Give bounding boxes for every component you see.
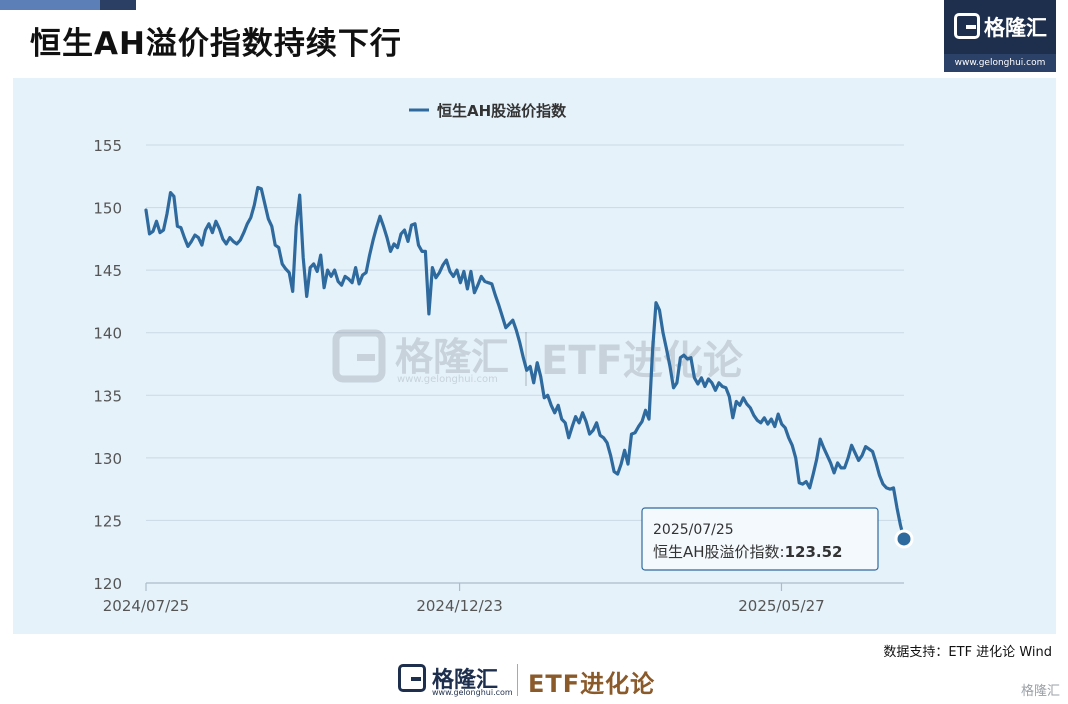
x-tick-label: 2024/12/23: [416, 597, 502, 615]
footer-partner: ETF进化论: [528, 670, 656, 698]
tooltip-label: 恒生AH股溢价指数:123.52: [653, 543, 843, 561]
header-logo-url: www.gelonghui.com: [944, 54, 1056, 72]
x-tick-label: 2024/07/25: [103, 597, 189, 615]
y-tick-label: 150: [93, 200, 122, 218]
footer-logo-name: 格隆汇: [432, 668, 499, 693]
y-tick-label: 130: [93, 450, 122, 468]
tooltip-series-name: 恒生AH股溢价指数:: [653, 543, 785, 561]
footer-logo-icon: [398, 664, 426, 692]
series-line-ah-premium: [144, 185, 906, 541]
header-logo-name: 格隆汇: [984, 16, 1047, 40]
watermark-logo-url: www.gelonghui.com: [397, 374, 498, 385]
top-accent-bar-light: [0, 0, 100, 10]
line-chart: 格隆汇 www.gelonghui.com ETF进化论 120 125 130 13…: [93, 102, 914, 615]
data-source: 数据支持：ETF 进化论 Wind: [883, 645, 1052, 660]
corner-watermark: 格隆汇: [1020, 684, 1060, 699]
y-tick-label: 120: [93, 575, 122, 593]
x-tick-label: 2025/05/27: [738, 597, 824, 615]
axes: 120 125 130 135 140 145 150 155 2024/07/25 2024/1…: [93, 137, 904, 615]
y-tick-label: 155: [93, 137, 122, 155]
header-logo: 格隆汇 www.gelonghui.com: [944, 0, 1056, 72]
watermark-logo-icon: [332, 329, 386, 383]
tooltip: 2025/07/25 恒生AH股溢价指数:123.52: [641, 507, 879, 571]
watermark-logo-name: 格隆汇: [395, 335, 509, 379]
chart-watermark: 格隆汇 www.gelonghui.com ETF进化论: [332, 329, 744, 386]
legend-label: 恒生AH股溢价指数: [437, 102, 567, 120]
page-title: 恒生AH溢价指数持续下行: [30, 26, 402, 62]
chart-panel: 格隆汇 www.gelonghui.com ETF进化论 120 125 130 13…: [13, 78, 1056, 634]
y-tick-label: 140: [93, 325, 122, 343]
gelonghui-logo-icon: [954, 13, 980, 39]
watermark-separator: [525, 332, 527, 386]
footer-separator: [517, 664, 518, 696]
legend: 恒生AH股溢价指数: [409, 102, 567, 120]
y-tick-label: 145: [93, 262, 122, 280]
watermark-logo-icon-bar: [357, 354, 375, 361]
y-tick-label: 125: [93, 512, 122, 530]
tooltip-date: 2025/07/25: [653, 522, 734, 538]
footer-logo-url: www.gelonghui.com: [432, 688, 513, 697]
watermark-partner: ETF进化论: [541, 338, 744, 384]
last-data-point[interactable]: [894, 529, 914, 549]
tooltip-value: 123.52: [785, 543, 843, 561]
tooltip-box: [641, 507, 879, 571]
y-tick-label: 135: [93, 387, 122, 405]
